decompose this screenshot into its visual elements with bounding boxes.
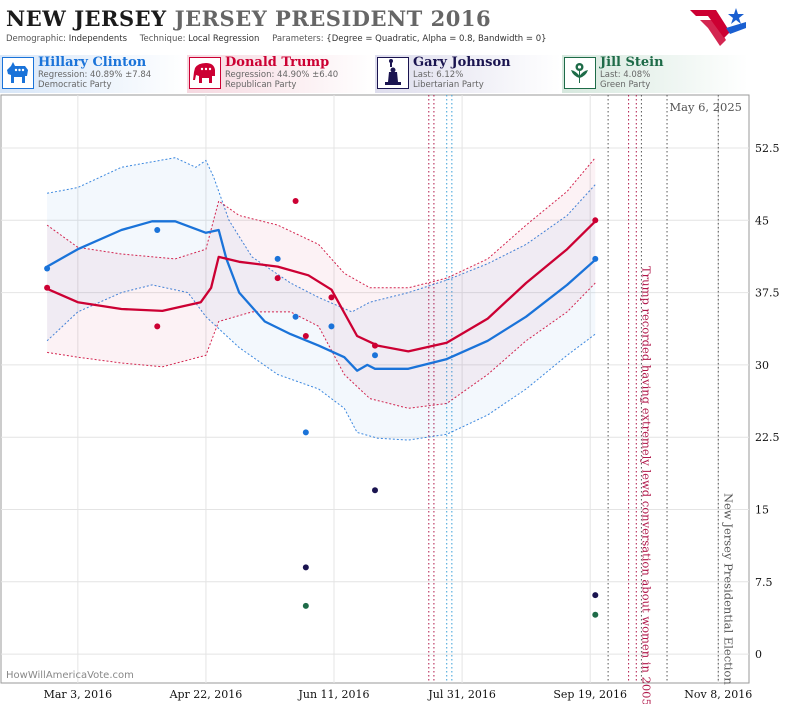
candidate-name: Gary Johnson xyxy=(413,55,511,70)
y-tick-label: 45 xyxy=(755,214,769,227)
y-tick-label: 0 xyxy=(755,648,762,661)
current-date-label: May 6, 2025 xyxy=(669,100,742,114)
candidate-stat: Regression: 40.89% ±7.84 xyxy=(38,70,152,80)
poll-point xyxy=(154,323,161,330)
header: NEW JERSEY JERSEY PRESIDENT 2016 Demograp… xyxy=(0,0,789,95)
y-tick-label: 22.5 xyxy=(755,431,780,444)
event-annotation: Trump recorded having extremely lewd con… xyxy=(639,266,653,704)
y-tick-label: 37.5 xyxy=(755,287,780,300)
elephant-icon xyxy=(189,57,221,89)
x-tick-label: Jun 11, 2016 xyxy=(297,688,369,701)
site-logo-icon[interactable] xyxy=(686,2,750,48)
plot-frame xyxy=(0,94,750,684)
parameters-label: Parameters: xyxy=(272,34,324,44)
race-name: JERSEY PRESIDENT 2016 xyxy=(174,6,492,31)
trend-line xyxy=(46,220,597,372)
demographic-value: Independents xyxy=(68,34,128,44)
band-upper-line xyxy=(46,157,596,289)
liberty-statue-icon xyxy=(377,57,409,89)
candidate-card-stein[interactable]: Jill Stein Last: 4.08% Green Party xyxy=(562,55,748,93)
parameters-value: {Degree = Quadratic, Alpha = 0.8, Bandwi… xyxy=(326,34,547,44)
poll-point xyxy=(292,198,299,205)
poll-point xyxy=(592,217,599,224)
poll-point xyxy=(592,611,599,618)
poll-point xyxy=(274,275,281,282)
demographic-label: Demographic: xyxy=(6,34,67,44)
poll-point xyxy=(592,255,599,262)
candidate-name: Donald Trump xyxy=(225,55,330,70)
poll-point xyxy=(154,226,161,233)
donkey-icon xyxy=(2,57,34,89)
x-tick-label: Sep 19, 2016 xyxy=(553,688,627,701)
poll-point xyxy=(372,487,378,494)
candidate-card-clinton[interactable]: Hillary Clinton Regression: 40.89% ±7.84… xyxy=(0,55,186,93)
flower-icon xyxy=(564,57,596,89)
page-title: NEW JERSEY JERSEY PRESIDENT 2016 xyxy=(6,6,491,31)
technique-label: Technique: xyxy=(139,34,186,44)
y-tick-label: 7.5 xyxy=(755,576,773,589)
candidate-stat: Last: 4.08% xyxy=(600,70,651,80)
x-tick-label: Jul 31, 2016 xyxy=(427,688,496,701)
poll-point xyxy=(302,602,309,609)
trend-line xyxy=(46,220,597,353)
x-tick-label: Nov 8, 2016 xyxy=(684,688,752,701)
candidate-legend: Hillary Clinton Regression: 40.89% ±7.84… xyxy=(0,55,789,95)
y-tick-label: 52.5 xyxy=(755,142,780,155)
parameters-line: Demographic: Independents Technique: Loc… xyxy=(6,34,547,44)
poll-point xyxy=(592,592,599,599)
poll-point xyxy=(372,352,378,359)
candidate-name: Hillary Clinton xyxy=(38,55,147,70)
band-lower-line xyxy=(47,282,596,409)
candidate-party: Green Party xyxy=(600,80,651,90)
candidate-party: Republican Party xyxy=(225,80,297,90)
poll-point xyxy=(302,332,309,339)
y-tick-label: 30 xyxy=(755,359,769,372)
candidate-card-johnson[interactable]: Gary Johnson Last: 6.12% Libertarian Par… xyxy=(375,55,561,93)
band-lower-line xyxy=(46,284,596,441)
candidate-stat: Last: 6.12% xyxy=(413,70,464,80)
poll-point xyxy=(328,294,335,301)
candidate-name: Jill Stein xyxy=(600,55,664,70)
x-tick-label: Apr 22, 2016 xyxy=(169,688,243,701)
event-annotation: New Jersey Presidential Election xyxy=(721,493,735,685)
x-tick-label: Mar 3, 2016 xyxy=(44,688,113,701)
poll-point xyxy=(302,429,309,436)
poll-point xyxy=(274,255,281,262)
candidate-party: Democratic Party xyxy=(38,80,112,90)
poll-point xyxy=(328,323,335,330)
y-tick-label: 15 xyxy=(755,503,769,516)
poll-point xyxy=(302,564,309,571)
candidate-card-trump[interactable]: Donald Trump Regression: 44.90% ±6.40 Re… xyxy=(187,55,374,93)
poll-point xyxy=(292,313,299,320)
poll-point xyxy=(44,265,51,272)
watermark: HowWillAmericaVote.com xyxy=(6,670,134,681)
candidate-party: Libertarian Party xyxy=(413,80,484,90)
technique-value: Local Regression xyxy=(188,34,260,44)
poll-point xyxy=(44,284,51,291)
poll-point xyxy=(372,342,378,349)
candidate-stat: Regression: 44.90% ±6.40 xyxy=(225,70,339,80)
state-name: NEW JERSEY xyxy=(6,6,167,31)
band-upper-line xyxy=(47,157,596,313)
